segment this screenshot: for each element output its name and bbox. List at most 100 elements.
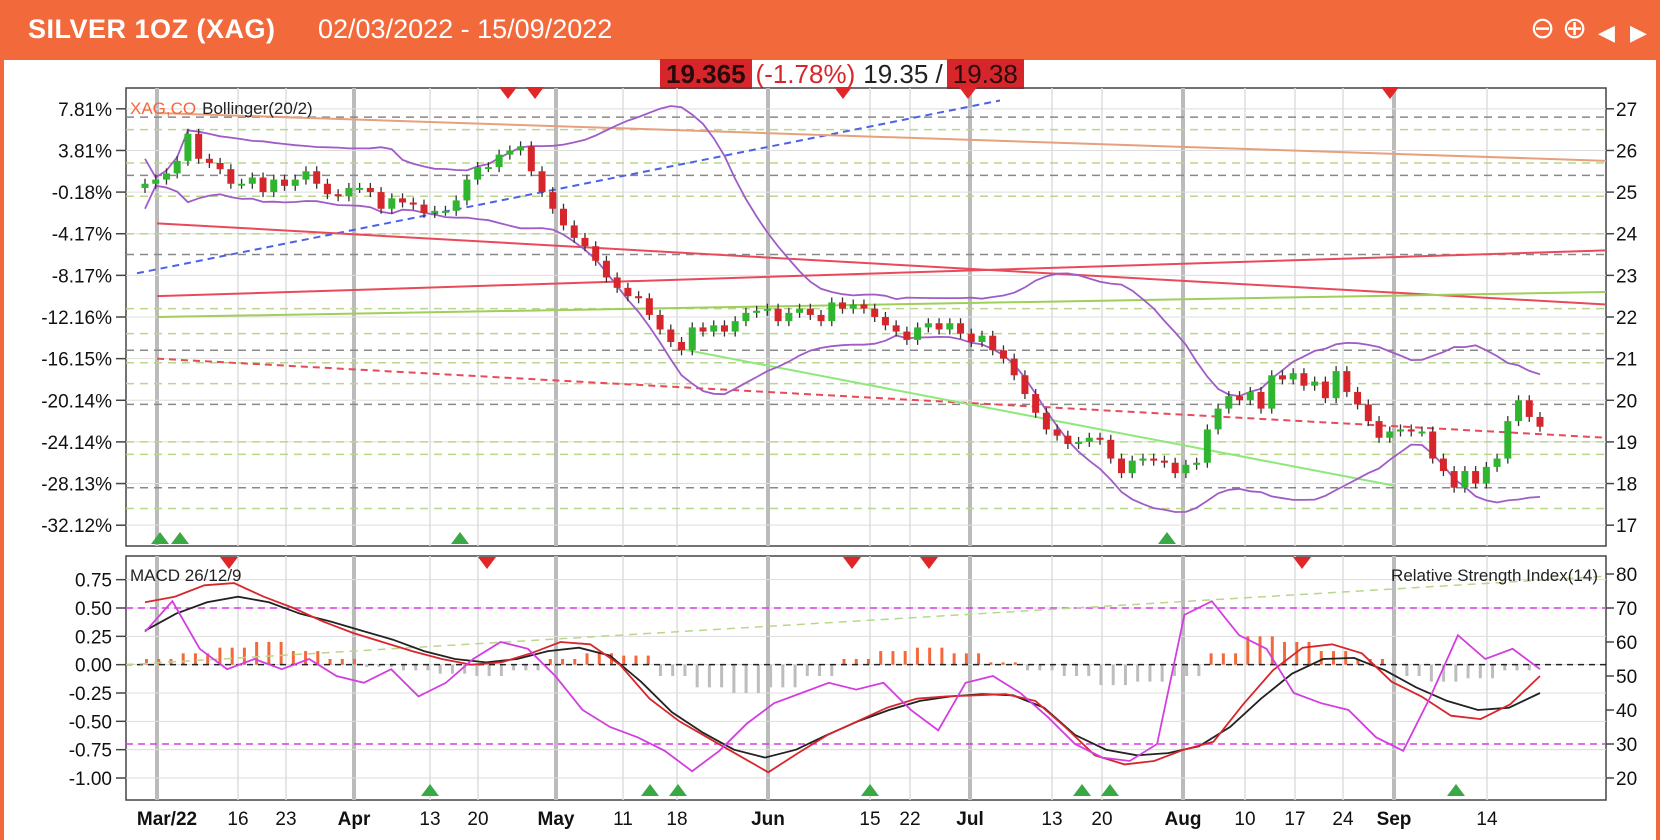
histogram-bar xyxy=(1087,664,1091,676)
sell-signal-icon[interactable] xyxy=(834,87,852,99)
histogram-bar xyxy=(793,664,797,688)
candle-body xyxy=(581,237,589,247)
histogram-bar xyxy=(1038,664,1042,671)
candle-body xyxy=(903,331,911,340)
histogram-bar xyxy=(756,664,760,693)
buy-signal-icon[interactable] xyxy=(421,784,439,796)
scroll-right-icon[interactable]: ▶ xyxy=(1630,20,1647,45)
histogram-bar xyxy=(952,653,956,665)
y-right-tick-label: 22 xyxy=(1616,308,1637,329)
candle-body xyxy=(162,173,170,180)
sell-signal-icon[interactable] xyxy=(920,557,938,569)
candle-body xyxy=(259,177,267,193)
zoom-in-icon[interactable]: ⊕ xyxy=(1562,12,1588,45)
buy-signal-icon[interactable] xyxy=(1158,532,1176,544)
candle-body xyxy=(1525,400,1533,417)
buy-signal-icon[interactable] xyxy=(1101,784,1119,796)
histogram-bar xyxy=(1515,664,1519,671)
candle-body xyxy=(1289,373,1297,380)
candle-body xyxy=(1193,462,1201,465)
candle-body xyxy=(388,198,396,209)
x-tick-label: 20 xyxy=(467,809,488,830)
y-left-tick-label: 7.81% xyxy=(58,100,112,121)
x-tick-label: Apr xyxy=(338,809,371,830)
buy-signal-icon[interactable] xyxy=(861,784,879,796)
sell-signal-icon[interactable] xyxy=(499,87,517,99)
histogram-bar xyxy=(1050,664,1054,671)
buy-signal-icon[interactable] xyxy=(171,532,189,544)
candle-body xyxy=(1214,408,1222,430)
sell-signal-icon[interactable] xyxy=(959,87,977,99)
candle-body xyxy=(216,162,224,170)
buy-signal-icon[interactable] xyxy=(451,532,469,544)
histogram-bar xyxy=(891,651,895,665)
zoom-out-icon[interactable]: ⊖ xyxy=(1530,12,1556,45)
histogram-bar xyxy=(977,653,981,665)
buy-signal-icon[interactable] xyxy=(151,532,169,544)
y-right-tick-label: 21 xyxy=(1616,350,1637,371)
candle-body xyxy=(1042,412,1050,430)
candle-body xyxy=(763,308,771,311)
histogram-bar xyxy=(389,664,393,667)
sell-signal-icon[interactable] xyxy=(478,557,496,569)
histogram-bar xyxy=(193,653,197,665)
y-left-tick-label: -28.13% xyxy=(41,475,112,496)
histogram-bar xyxy=(463,664,467,674)
buy-signal-icon[interactable] xyxy=(1073,784,1091,796)
histogram-bar xyxy=(548,659,552,665)
histogram-bar xyxy=(585,653,589,665)
histogram-bar xyxy=(915,647,919,665)
sell-signal-icon[interactable] xyxy=(220,557,238,569)
title-bar: SILVER 1OZ (XAG) 02/03/2022 - 15/09/2022… xyxy=(0,0,1660,60)
buy-signal-icon[interactable] xyxy=(1447,784,1465,796)
x-tick-label: 22 xyxy=(899,809,920,830)
histogram-bar xyxy=(499,664,503,676)
histogram-bar xyxy=(1429,664,1433,682)
buy-signal-icon[interactable] xyxy=(641,784,659,796)
histogram-bar xyxy=(328,659,332,665)
sell-signal-icon[interactable] xyxy=(526,87,544,99)
histogram-bar xyxy=(732,664,736,693)
histogram-bar xyxy=(1270,636,1274,665)
histogram-bar xyxy=(1246,636,1250,665)
sell-signal-icon[interactable] xyxy=(843,557,861,569)
candle-body xyxy=(753,310,761,313)
sell-signal-icon[interactable] xyxy=(1381,87,1399,99)
histogram-bar xyxy=(1454,664,1458,682)
candle-body xyxy=(1150,458,1158,461)
candle-body xyxy=(796,308,804,313)
histogram-bar xyxy=(1197,664,1201,676)
indicator-trendline xyxy=(125,575,1607,666)
y-left-tick-label: -16.15% xyxy=(41,350,112,371)
histogram-bar xyxy=(634,655,638,665)
candle-body xyxy=(967,333,975,342)
candle-body xyxy=(281,179,288,186)
y-left-tick-label: 3.81% xyxy=(58,141,112,162)
histogram-bar xyxy=(658,664,662,676)
candle-body xyxy=(291,179,299,186)
candle-body xyxy=(1375,421,1383,438)
histogram-bar xyxy=(903,651,907,665)
candle-body xyxy=(366,187,374,193)
histogram-bar xyxy=(1393,664,1397,676)
candle-body xyxy=(1107,439,1115,459)
rsi-line xyxy=(144,599,1541,773)
histogram-bar xyxy=(1307,642,1311,665)
rsi-tick-label: 50 xyxy=(1616,667,1637,688)
macd-tick-label: 0.00 xyxy=(75,656,112,677)
date-range: 02/03/2022 - 15/09/2022 xyxy=(318,14,613,44)
sell-signal-icon[interactable] xyxy=(1293,557,1311,569)
histogram-bar xyxy=(255,642,259,665)
buy-signal-icon[interactable] xyxy=(669,784,687,796)
instrument-title: SILVER 1OZ (XAG) xyxy=(28,14,276,44)
histogram-bar xyxy=(1111,664,1115,686)
histogram-bar xyxy=(181,653,185,665)
histogram-bar xyxy=(1380,659,1384,665)
macd-legend: MACD 26/12/9 xyxy=(130,566,242,585)
scroll-left-icon[interactable]: ◀ xyxy=(1598,20,1615,45)
rsi-tick-label: 80 xyxy=(1616,565,1637,586)
x-tick-label: Mar/22 xyxy=(137,809,197,830)
candle-body xyxy=(1536,416,1544,427)
